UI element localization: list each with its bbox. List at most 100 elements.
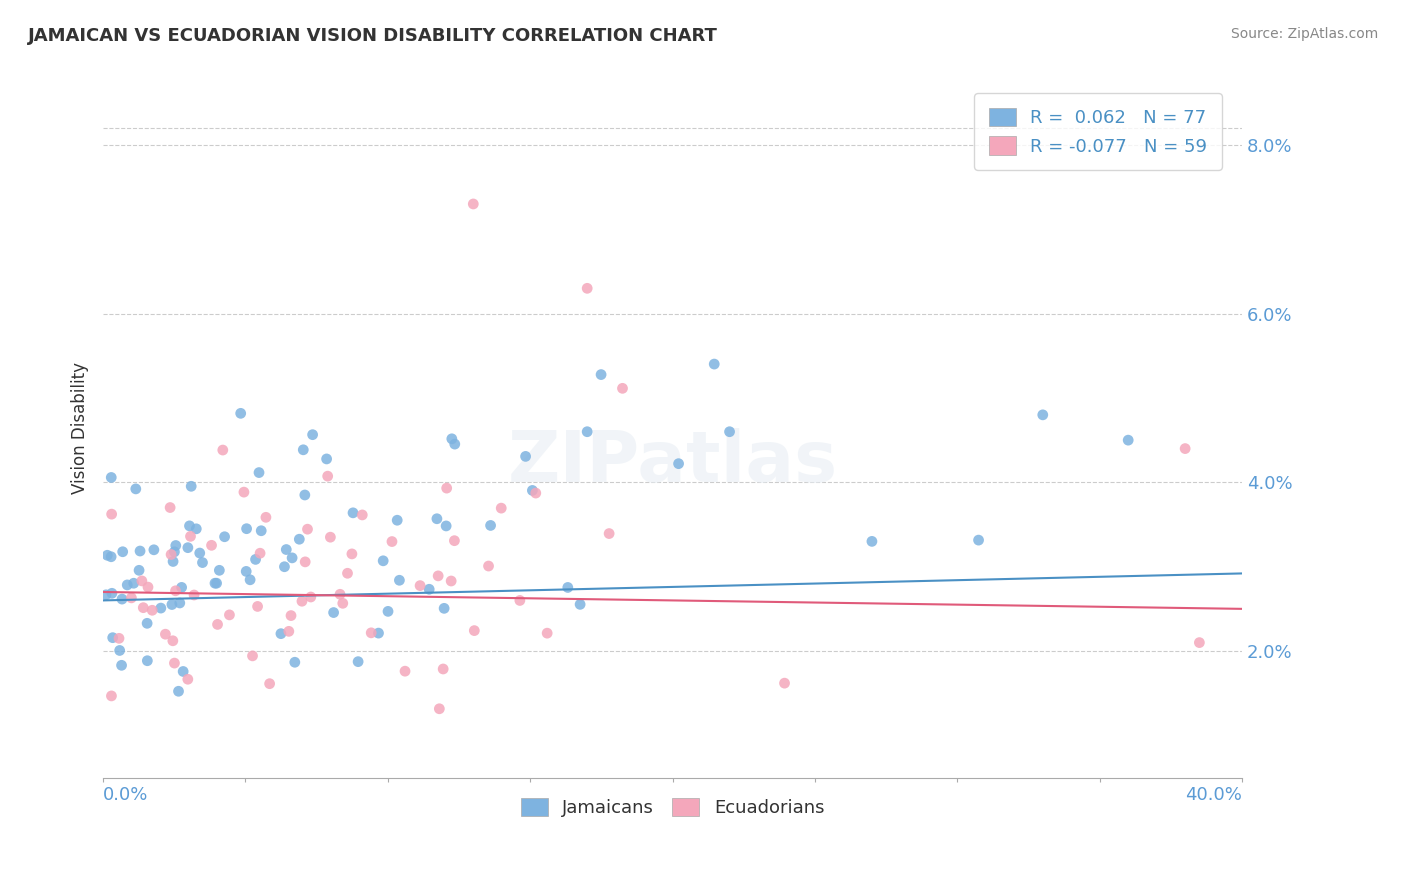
Point — [316, 469, 339, 483]
Point — [319, 530, 342, 544]
Point — [387, 513, 409, 527]
Point — [491, 501, 513, 516]
Point — [284, 655, 307, 669]
Point — [524, 486, 547, 500]
Point — [340, 547, 363, 561]
Point — [246, 599, 269, 614]
Point — [167, 684, 190, 698]
Point — [101, 586, 124, 600]
Point — [536, 626, 558, 640]
Point — [128, 563, 150, 577]
Point — [163, 656, 186, 670]
Point — [557, 581, 579, 595]
Point — [239, 573, 262, 587]
Point — [186, 522, 208, 536]
Point — [288, 533, 311, 547]
Point — [259, 676, 281, 690]
Point — [170, 581, 193, 595]
Point — [205, 576, 228, 591]
Point — [773, 676, 796, 690]
Point — [967, 533, 990, 548]
Point — [160, 598, 183, 612]
Point — [612, 381, 634, 395]
Point — [270, 626, 292, 640]
Point — [427, 702, 450, 716]
Point — [477, 559, 499, 574]
Point — [381, 534, 404, 549]
Point — [522, 483, 544, 498]
Point — [315, 451, 337, 466]
Point — [377, 604, 399, 618]
Point — [515, 450, 537, 464]
Point — [177, 541, 200, 555]
Point — [394, 664, 416, 678]
Point — [100, 470, 122, 484]
Point — [292, 442, 315, 457]
Point — [200, 538, 222, 552]
Point — [576, 281, 599, 295]
Point — [591, 368, 613, 382]
Point — [122, 576, 145, 591]
Point — [180, 479, 202, 493]
Point — [273, 559, 295, 574]
Point — [136, 616, 159, 631]
Point — [291, 594, 314, 608]
Point — [367, 626, 389, 640]
Point — [433, 601, 456, 615]
Point — [129, 544, 152, 558]
Point — [229, 406, 252, 420]
Point — [110, 658, 132, 673]
Point — [172, 665, 194, 679]
Point — [250, 524, 273, 538]
Text: 40.0%: 40.0% — [1185, 786, 1241, 804]
Point — [100, 689, 122, 703]
Point — [162, 633, 184, 648]
Point — [108, 643, 131, 657]
Point — [352, 508, 374, 522]
Point — [160, 548, 183, 562]
Point — [479, 518, 502, 533]
Point — [432, 662, 454, 676]
Point — [245, 552, 267, 566]
Point — [204, 576, 226, 591]
Point — [132, 600, 155, 615]
Point — [276, 542, 298, 557]
Point — [1174, 442, 1197, 456]
Point — [165, 583, 187, 598]
Point — [100, 507, 122, 521]
Point — [1116, 433, 1139, 447]
Point — [443, 437, 465, 451]
Point — [94, 588, 117, 602]
Point — [598, 526, 620, 541]
Point — [332, 596, 354, 610]
Point — [101, 631, 124, 645]
Point — [373, 554, 395, 568]
Point — [242, 648, 264, 663]
Point — [142, 542, 165, 557]
Point — [463, 197, 485, 211]
Point — [169, 596, 191, 610]
Point — [440, 574, 463, 588]
Point — [111, 545, 134, 559]
Point — [360, 625, 382, 640]
Point — [149, 601, 172, 615]
Point — [208, 563, 231, 577]
Point — [162, 554, 184, 568]
Point — [207, 617, 229, 632]
Point — [294, 488, 316, 502]
Point — [177, 672, 200, 686]
Point — [299, 590, 322, 604]
Point — [342, 506, 364, 520]
Point — [165, 539, 187, 553]
Point — [235, 522, 257, 536]
Point — [436, 481, 458, 495]
Text: Source: ZipAtlas.com: Source: ZipAtlas.com — [1230, 27, 1378, 41]
Point — [576, 425, 599, 439]
Point — [155, 627, 177, 641]
Text: JAMAICAN VS ECUADORIAN VISION DISABILITY CORRELATION CHART: JAMAICAN VS ECUADORIAN VISION DISABILITY… — [28, 27, 718, 45]
Point — [281, 550, 304, 565]
Text: ZIPatlas: ZIPatlas — [508, 428, 838, 497]
Point — [336, 566, 359, 581]
Point — [280, 608, 302, 623]
Point — [117, 578, 139, 592]
